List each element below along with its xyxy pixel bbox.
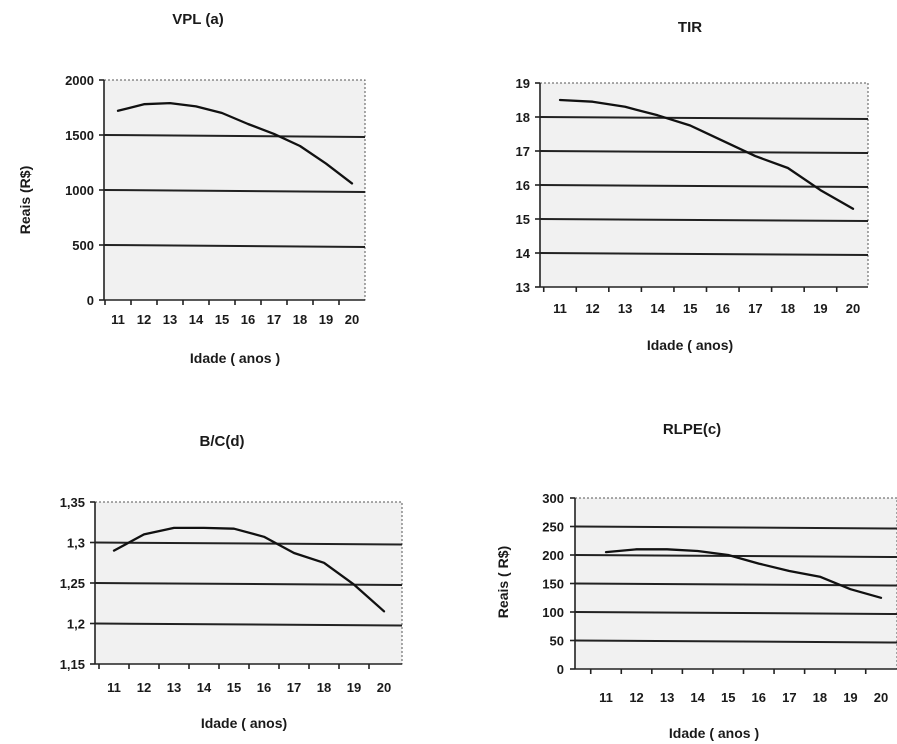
chart-bc: B/C(d) Idade ( anos) 1,15 1,2 1,25 1,3 1,35 1… [0, 372, 450, 744]
gridline [94, 622, 403, 627]
gridline [94, 582, 403, 586]
y-tick-label: 0 [557, 662, 564, 677]
chart-title: B/C(d) [200, 433, 245, 450]
y-tick-label: 1,25 [60, 576, 85, 591]
x-tick-label: 14 [189, 312, 204, 327]
x-tick-label: 13 [163, 312, 177, 327]
x-tick-label: 14 [650, 301, 665, 316]
x-tick-label: 19 [843, 690, 857, 705]
y-tick-label: 19 [516, 76, 530, 91]
x-tick-label: 17 [287, 680, 301, 695]
x-tick-label: 13 [618, 301, 632, 316]
x-tick-label: 12 [137, 312, 151, 327]
x-tick-label: 14 [690, 690, 705, 705]
gridline [539, 218, 869, 222]
x-tick-label: 18 [813, 690, 827, 705]
gridline [539, 150, 869, 154]
y-tick-label: 2000 [65, 73, 94, 88]
y-tick-label: 1,2 [67, 617, 85, 632]
gridline [574, 611, 897, 615]
y-tick-label: 300 [542, 491, 564, 506]
y-tick-label: 200 [542, 548, 564, 563]
x-tick-label: 15 [683, 301, 697, 316]
y-tick-label: 13 [516, 280, 530, 295]
chart-title: TIR [678, 19, 702, 36]
y-tick-label: 500 [72, 238, 94, 253]
gridline [103, 134, 366, 138]
chart-tir: TIR Idade ( anos) 13 14 15 16 17 18 19 11 12 13 14… [450, 0, 897, 372]
chart-title: RLPE(c) [663, 421, 721, 438]
x-tick-label: 17 [267, 312, 281, 327]
x-tick-label: 16 [241, 312, 255, 327]
chart-title: VPL (a) [172, 11, 223, 28]
x-tick-label: 13 [660, 690, 674, 705]
gridline [539, 116, 869, 120]
x-tick-label: 20 [846, 301, 860, 316]
x-tick-label: 20 [874, 690, 888, 705]
y-tick-label: 14 [516, 246, 531, 261]
x-tick-label: 12 [585, 301, 599, 316]
x-tick-label: 18 [293, 312, 307, 327]
x-tick-label: 18 [317, 680, 331, 695]
gridline [539, 252, 869, 256]
x-tick-label: 11 [107, 680, 121, 695]
chart-rlpe: RLPE(c) Reais ( R$) Idade ( anos ) 0 50 10… [450, 372, 897, 744]
gridline [103, 244, 366, 248]
y-tick-label: 15 [516, 212, 530, 227]
x-tick-label: 20 [377, 680, 391, 695]
x-tick-label: 16 [716, 301, 730, 316]
y-tick-label: 50 [550, 634, 564, 649]
x-tick-label: 15 [215, 312, 229, 327]
y-axis-label: Reais ( R$) [495, 546, 511, 618]
x-tick-label: 16 [257, 680, 271, 695]
x-tick-label: 18 [781, 301, 795, 316]
chart-bc-svg: B/C(d) Idade ( anos) 1,15 1,2 1,25 1,3 1,35 1… [60, 433, 403, 731]
series-line [604, 548, 883, 599]
y-tick-label: 16 [516, 178, 530, 193]
x-tick-label: 17 [782, 690, 796, 705]
x-tick-label: 19 [319, 312, 333, 327]
y-tick-label: 18 [516, 110, 530, 125]
y-tick-label: 1,35 [60, 495, 85, 510]
y-tick-label: 1,15 [60, 657, 85, 672]
y-tick-label: 1000 [65, 183, 94, 198]
gridline [103, 189, 366, 193]
x-axis-label: Idade ( anos ) [190, 350, 280, 366]
y-tick-label: 250 [542, 520, 564, 535]
y-axis-label: Reais (R$) [17, 166, 33, 234]
x-tick-label: 11 [111, 312, 125, 327]
x-tick-label: 15 [227, 680, 241, 695]
y-tick-label: 17 [516, 144, 530, 159]
chart-rlpe-svg: RLPE(c) Reais ( R$) Idade ( anos ) 0 50 10… [495, 421, 897, 741]
gridline [574, 639, 897, 644]
chart-vpl: VPL (a) Reais (R$) Idade ( anos ) 0 500 10… [0, 0, 450, 372]
chart-vpl-svg: VPL (a) Reais (R$) Idade ( anos ) 0 500 10… [17, 11, 366, 366]
y-tick-label: 0 [87, 293, 94, 308]
x-tick-label: 19 [813, 301, 827, 316]
y-tick-label: 150 [542, 577, 564, 592]
x-tick-label: 14 [197, 680, 212, 695]
y-tick-label: 100 [542, 605, 564, 620]
x-tick-label: 20 [345, 312, 359, 327]
x-tick-label: 19 [347, 680, 361, 695]
x-tick-label: 15 [721, 690, 735, 705]
y-tick-label: 1500 [65, 128, 94, 143]
x-tick-label: 11 [553, 301, 567, 316]
x-tick-label: 13 [167, 680, 181, 695]
series-line [116, 101, 354, 185]
x-tick-label: 12 [629, 690, 643, 705]
y-tick-label: 1,3 [67, 536, 85, 551]
gridline [94, 541, 403, 546]
x-tick-label: 12 [137, 680, 151, 695]
x-tick-label: 17 [748, 301, 762, 316]
x-axis-label: Idade ( anos ) [669, 725, 759, 741]
x-axis-label: Idade ( anos) [647, 337, 733, 353]
chart-tir-svg: TIR Idade ( anos) 13 14 15 16 17 18 19 11 12 13 14… [516, 19, 869, 353]
x-tick-label: 16 [752, 690, 766, 705]
series-line [112, 526, 386, 613]
gridline [574, 525, 897, 530]
x-axis-label: Idade ( anos) [201, 715, 287, 731]
x-tick-label: 11 [599, 690, 613, 705]
series-line [558, 98, 855, 210]
